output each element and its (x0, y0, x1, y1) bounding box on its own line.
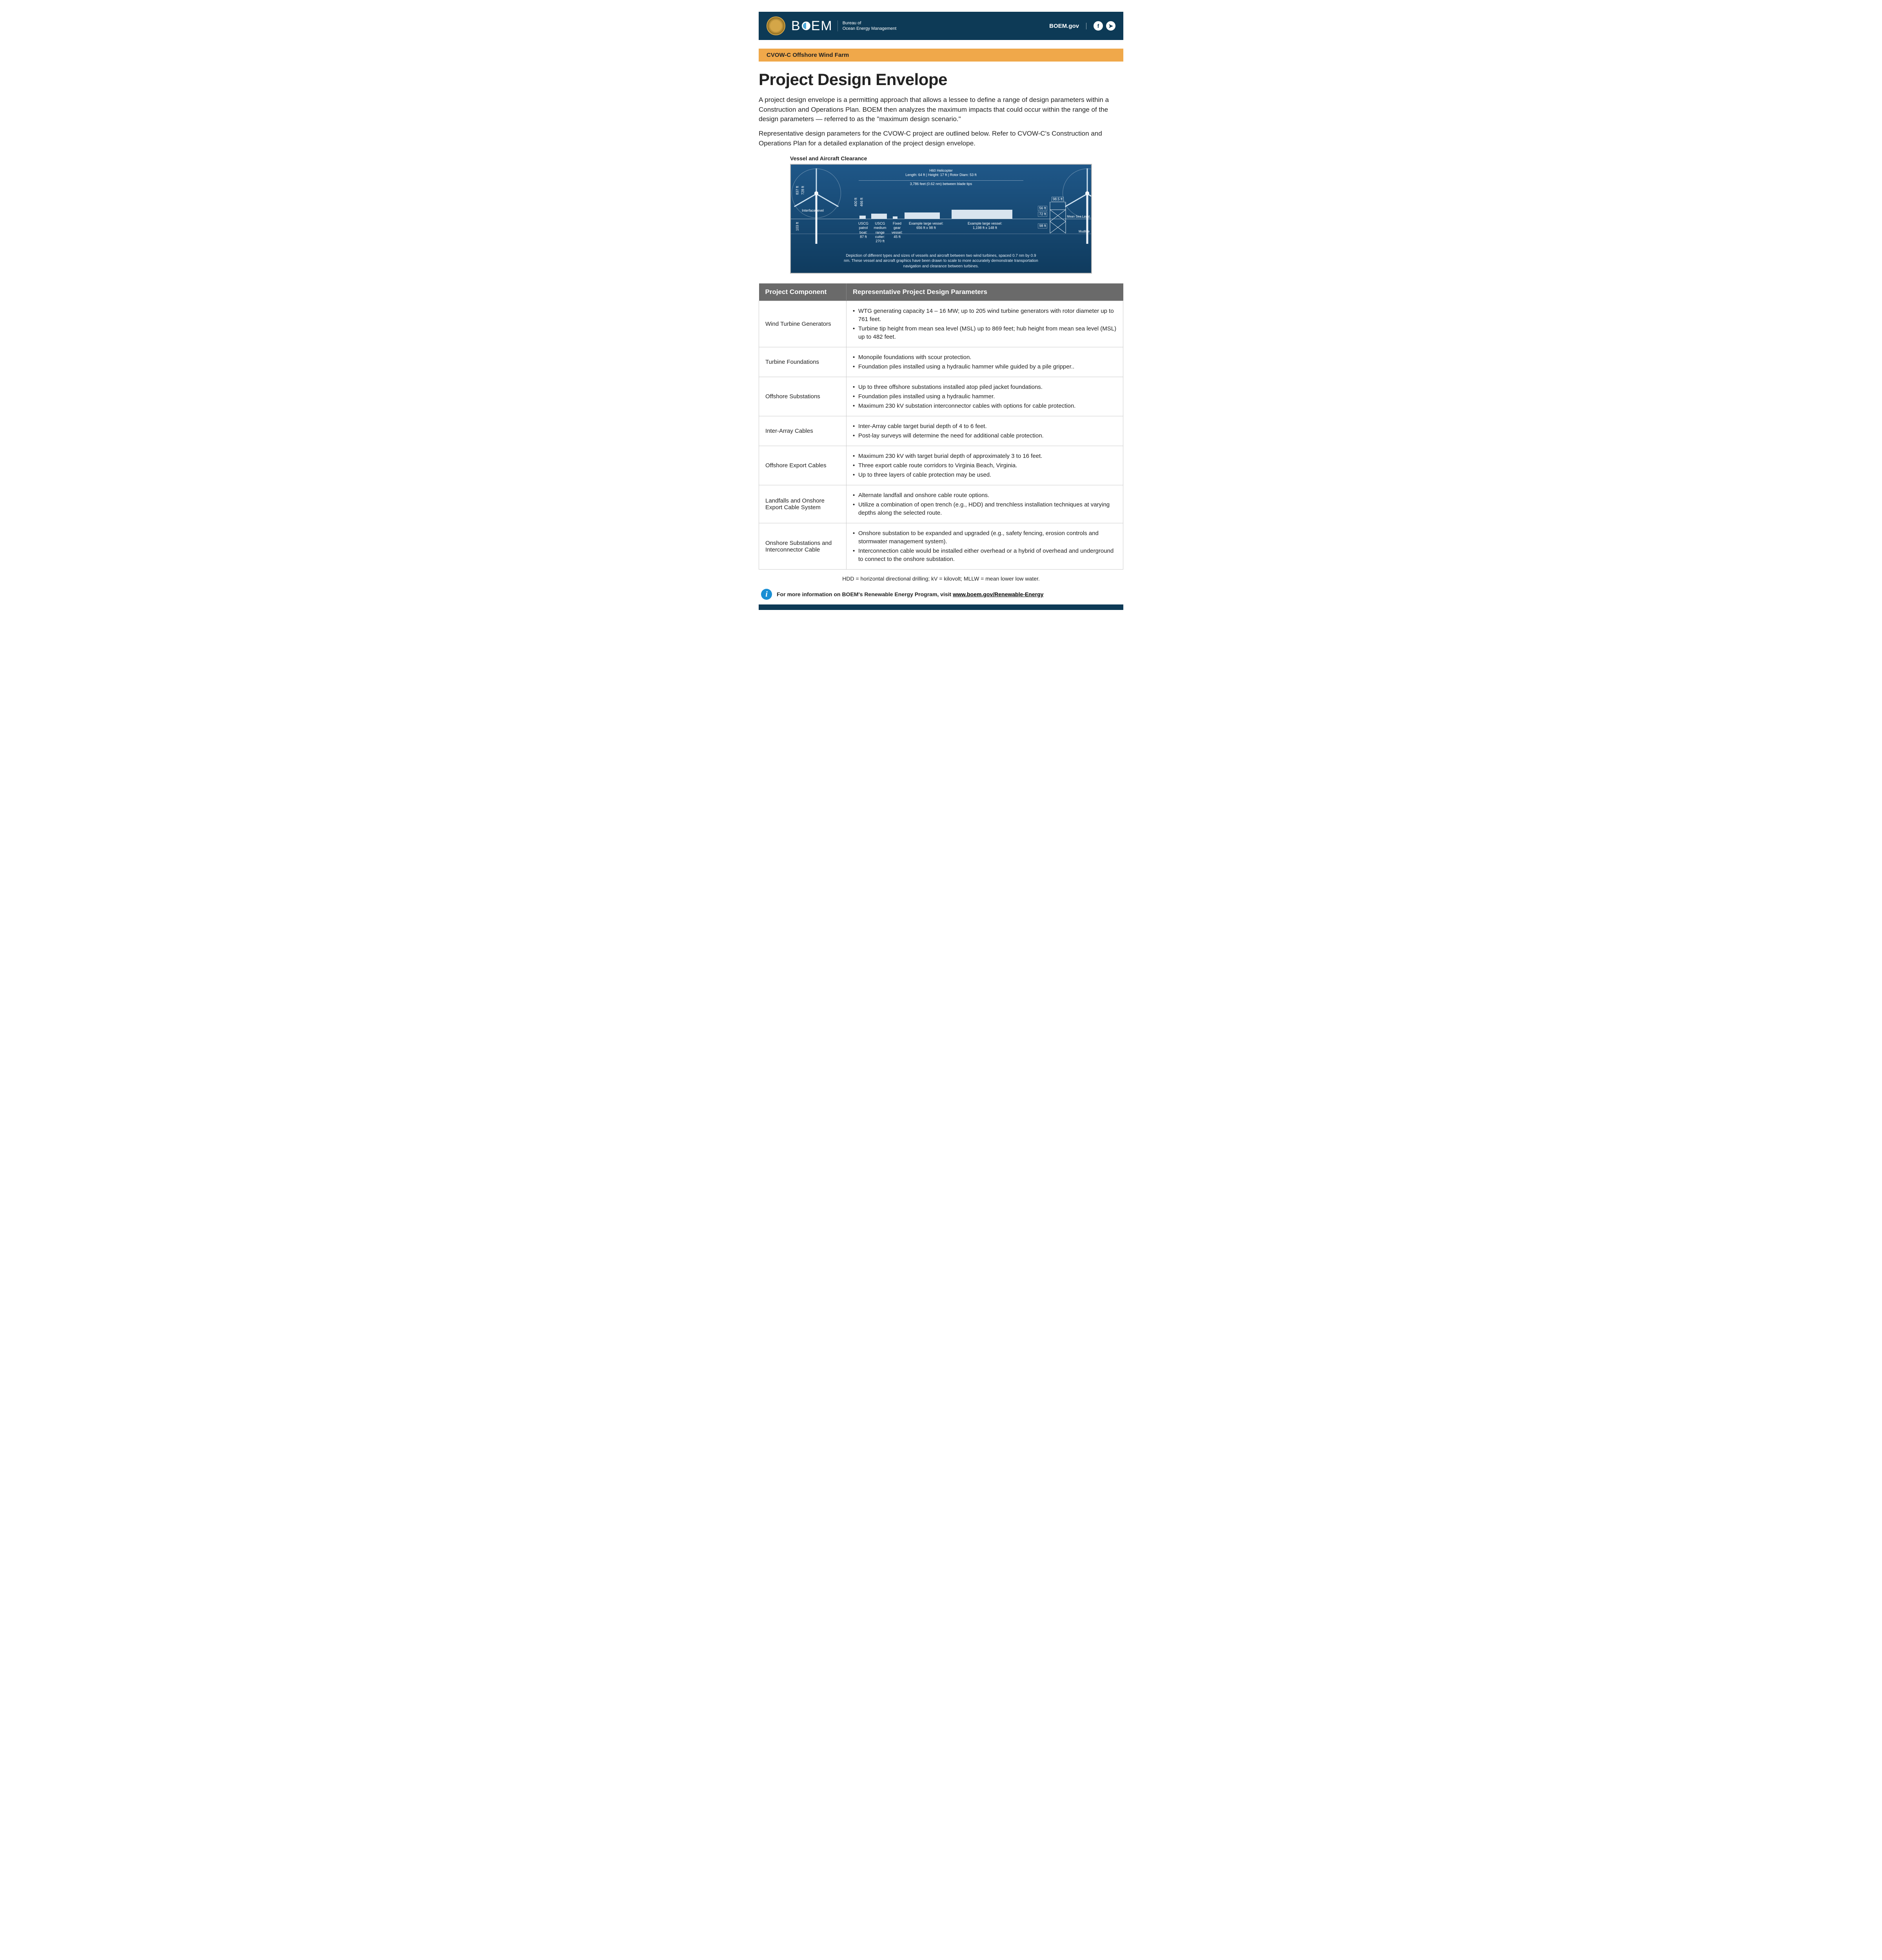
component-cell: Inter-Array Cables (759, 416, 847, 446)
parameters-cell: Inter-Array cable target burial depth of… (846, 416, 1123, 446)
bureau-line-2: Ocean Energy Management (843, 26, 897, 31)
parameters-cell: Monopile foundations with scour protecti… (846, 347, 1123, 377)
component-cell: Offshore Substations (759, 377, 847, 416)
dim-400ft: 400 ft (854, 198, 858, 207)
agency-seal-icon (767, 16, 785, 35)
dim-sub-56: 56 ft (1038, 206, 1047, 211)
vessel-label-3: Example large vessel:656 ft x 98 ft (906, 221, 946, 230)
vessel-label-1: USCG medium range cutter:270 ft (871, 221, 889, 243)
more-info-text: For more information on BOEM's Renewable… (777, 591, 1043, 597)
intro-paragraph-1: A project design envelope is a permittin… (759, 95, 1123, 124)
clearance-diagram-block: Vessel and Aircraft Clearance (790, 155, 1092, 274)
helicopter-specs: Length: 64 ft | Height: 17 ft | Rotor Di… (882, 173, 1000, 177)
parameter-bullet: Utilize a combination of open trench (e.… (853, 501, 1117, 517)
parameter-bullet: Onshore substation to be expanded and up… (853, 529, 1117, 546)
diagram-title: Vessel and Aircraft Clearance (790, 155, 1092, 162)
table-row: Turbine Foundations Monopile foundations … (759, 347, 1123, 377)
parameter-bullet: Maximum 230 kV with target burial depth … (853, 452, 1117, 460)
vessel-patrol-boat-icon (859, 216, 866, 219)
dim-466ft: 466 ft (860, 198, 864, 207)
bureau-line-1: Bureau of (843, 20, 897, 26)
parameter-bullet: Up to three layers of cable protection m… (853, 471, 1117, 479)
mean-sea-level-label: Mean Sea Level (1067, 215, 1090, 218)
vessel-cutter-icon (871, 214, 887, 219)
more-info-row: i For more information on BOEM's Renewab… (761, 589, 1121, 600)
parameter-bullet: Interconnection cable would be installed… (853, 547, 1117, 563)
page-title: Project Design Envelope (759, 70, 1123, 89)
vessel-label-0: USCG patrol boat:87 ft (856, 221, 871, 239)
brand-block: B E M Bureau of Ocean Energy Management (791, 18, 896, 34)
parameter-bullet: Inter-Array cable target burial depth of… (853, 422, 1117, 430)
parameter-bullet: Monopile foundations with scour protecti… (853, 353, 1117, 361)
vessel-large-1-icon (905, 212, 940, 219)
component-cell: Wind Turbine Generators (759, 301, 847, 347)
vessel-label-2: Fixed gear vessel:45 ft (890, 221, 905, 239)
table-row: Offshore Substations Up to three offshore… (759, 377, 1123, 416)
parameter-bullet: Foundation piles installed using a hydra… (853, 363, 1117, 371)
table-row: Offshore Export Cables Maximum 230 kV wit… (759, 446, 1123, 485)
clearance-diagram: Mean Sea Level Mudline H60 Helicopter Le… (790, 164, 1092, 274)
boem-logo: B E M (791, 18, 833, 34)
vessel-fixed-gear-icon (893, 216, 897, 219)
diagram-caption: Depiction of different types and sizes o… (843, 253, 1039, 269)
table-header-component: Project Component (759, 283, 847, 301)
logo-letter-o-icon (802, 22, 810, 30)
parameter-bullet: WTG generating capacity 14 – 16 MW; up t… (853, 307, 1117, 323)
parameter-bullet: Post-lay surveys will determine the need… (853, 432, 1117, 440)
parameters-cell: Up to three offshore substations install… (846, 377, 1123, 416)
intro-paragraph-2: Representative design parameters for the… (759, 129, 1123, 148)
helicopter-name: H60 Helicopter (882, 169, 1000, 173)
info-link[interactable]: www.boem.gov/Renewable-Energy (953, 591, 1043, 597)
table-row: Inter-Array Cables Inter-Array cable targ… (759, 416, 1123, 446)
mudline-label: Mudline (1079, 230, 1090, 233)
logo-letter-b: B (791, 18, 801, 34)
between-tips-line (859, 180, 1023, 181)
helicopter-label-block: H60 Helicopter Length: 64 ft | Height: 1… (882, 169, 1000, 178)
info-icon: i (761, 589, 772, 600)
dim-837ft: 837 ft (796, 186, 800, 195)
footer-bar (759, 604, 1123, 610)
parameter-bullet: Up to three offshore substations install… (853, 383, 1117, 391)
parameter-bullet: Foundation piles installed using a hydra… (853, 392, 1117, 401)
interface-level-label: Interface level (802, 209, 824, 213)
dim-sub-top: 98.5 ft (1052, 197, 1064, 202)
parameters-cell: Maximum 230 kV with target burial depth … (846, 446, 1123, 485)
parameter-bullet: Three export cable route corridors to Vi… (853, 461, 1117, 470)
dim-sub-98: 98 ft (1038, 223, 1047, 229)
parameter-bullet: Turbine tip height from mean sea level (… (853, 325, 1117, 341)
vessel-large-2-icon (952, 210, 1012, 219)
table-row: Onshore Substations and Interconnector C… (759, 523, 1123, 570)
info-prefix: For more information on BOEM's Renewable… (777, 591, 953, 597)
intro-text: A project design envelope is a permittin… (759, 95, 1123, 148)
logo-letter-e: E (811, 18, 821, 34)
subtitle-bar: CVOW-C Offshore Wind Farm (759, 49, 1123, 62)
header-bar: B E M Bureau of Ocean Energy Management … (759, 12, 1123, 40)
dim-728ft: 728 ft (801, 186, 805, 195)
component-cell: Turbine Foundations (759, 347, 847, 377)
header-right: BOEM.gov f ➤ (1049, 21, 1115, 31)
component-cell: Onshore Substations and Interconnector C… (759, 523, 847, 570)
parameter-bullet: Alternate landfall and onshore cable rou… (853, 491, 1117, 499)
vessel-label-4: Example large vessel:1,198 ft x 148 ft (963, 221, 1006, 230)
legend-text: HDD = horizontal directional drilling; k… (759, 575, 1123, 582)
parameters-cell: Onshore substation to be expanded and up… (846, 523, 1123, 570)
parameters-cell: WTG generating capacity 14 – 16 MW; up t… (846, 301, 1123, 347)
dim-103ft: 103 ft (796, 222, 800, 231)
parameter-bullet: Maximum 230 kV substation interconnector… (853, 402, 1117, 410)
table-row: Wind Turbine Generators WTG generating ca… (759, 301, 1123, 347)
table-header-parameters: Representative Project Design Parameters (846, 283, 1123, 301)
between-tips-label: 3,786 feet (0.62 nm) between blade tips (910, 182, 972, 186)
bureau-name: Bureau of Ocean Energy Management (837, 20, 897, 32)
component-cell: Offshore Export Cables (759, 446, 847, 485)
table-row: Landfalls and Onshore Export Cable Syste… (759, 485, 1123, 523)
twitter-icon[interactable]: ➤ (1106, 21, 1115, 31)
logo-letter-m: M (821, 18, 832, 34)
facebook-icon[interactable]: f (1094, 21, 1103, 31)
social-icons: f ➤ (1094, 21, 1115, 31)
parameters-cell: Alternate landfall and onshore cable rou… (846, 485, 1123, 523)
site-link[interactable]: BOEM.gov (1049, 23, 1086, 29)
dim-sub-72: 72 ft (1038, 212, 1047, 217)
design-parameters-table: Project Component Representative Project… (759, 283, 1123, 570)
component-cell: Landfalls and Onshore Export Cable Syste… (759, 485, 847, 523)
